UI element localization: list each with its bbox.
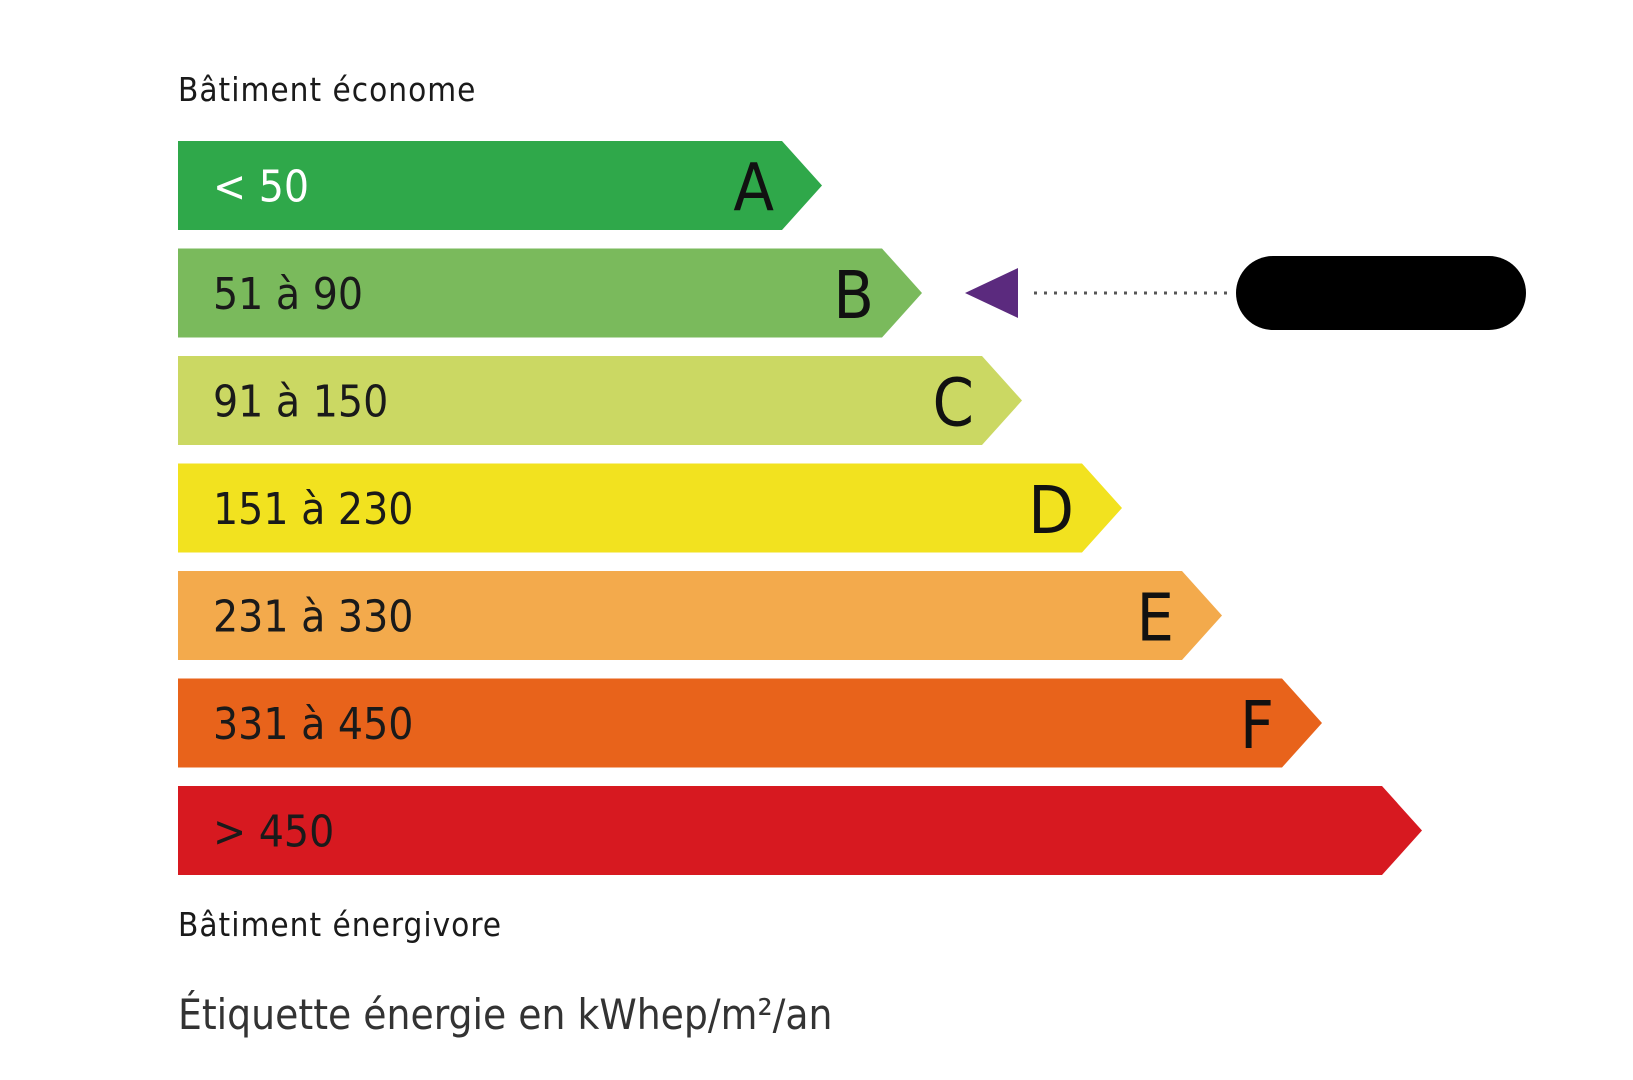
range-label-D: 151 à 230 xyxy=(213,484,413,535)
range-label-B: 51 à 90 xyxy=(213,269,363,320)
bar-B xyxy=(178,248,922,338)
class-letter-C: C xyxy=(933,365,974,442)
bar-C xyxy=(178,356,1022,445)
bar-F xyxy=(178,678,1322,768)
bar-D xyxy=(178,463,1122,553)
range-label-C: 91 à 150 xyxy=(213,377,388,428)
redacted-value xyxy=(1236,256,1526,330)
range-label-E: 231 à 330 xyxy=(213,592,413,643)
bar-A xyxy=(178,141,822,230)
range-label-G: > 450 xyxy=(213,807,334,858)
bar-G xyxy=(178,786,1422,875)
top-label: Bâtiment économe xyxy=(178,70,477,109)
class-letter-D: D xyxy=(1028,472,1074,549)
range-label-A: < 50 xyxy=(213,162,309,213)
range-label-F: 331 à 450 xyxy=(213,699,413,750)
bottom-label: Bâtiment énergivore xyxy=(178,905,503,944)
unit-label: Étiquette énergie en kWhep/m²/an xyxy=(178,990,833,1039)
class-letter-E: E xyxy=(1136,580,1174,657)
indicator-arrow-icon xyxy=(965,268,1018,318)
class-letter-A: A xyxy=(733,150,774,227)
bar-E xyxy=(178,571,1222,660)
class-letter-B: B xyxy=(833,257,874,334)
class-letter-F: F xyxy=(1240,687,1274,764)
